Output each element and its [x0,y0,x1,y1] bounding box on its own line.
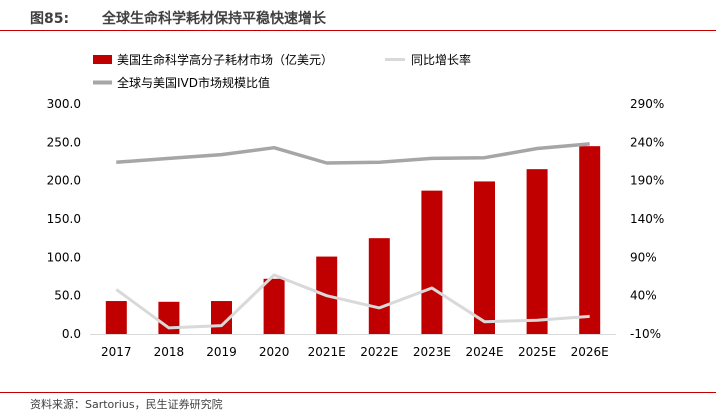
x-axis-tick-label: 2018 [154,345,185,359]
legend-label-yoy: 同比增长率 [411,52,471,67]
right-axis-tick-label: 140% [630,212,664,226]
bar-2024E [474,181,495,334]
right-axis-tick-label: 290% [630,97,664,111]
figure-title: 全球生命科学耗材保持平稳快速增长 [102,11,326,27]
x-axis-tick-label: 2017 [101,345,132,359]
x-axis-tick-label: 2020 [259,345,290,359]
x-axis-tick-label: 2021E [308,345,346,359]
line-yoy-growth [115,273,590,330]
x-axis-tick-label: 2019 [206,345,237,359]
bar-2025E [526,169,548,334]
right-axis-tick-label: 90% [630,250,657,264]
left-axis-tick-label: 300.0 [47,97,81,111]
x-axis-tick-label: 2024E [465,345,503,359]
bar-2023E [421,190,443,334]
x-axis-tick-label: 2025E [518,345,556,359]
figure-footer: 资料来源：Sartorius，民生证券研究院 [0,392,716,416]
bar-2022E [368,238,390,334]
bar-2020 [263,278,285,334]
left-axis-tick-label: 200.0 [47,174,81,188]
right-axis-tick-label: -10% [630,327,661,341]
right-axis-tick-label: 240% [630,135,664,149]
bar-2017 [105,301,127,334]
figure-source: 资料来源：Sartorius，民生证券研究院 [30,398,223,411]
legend-label-share: 全球与美国IVD市场规模比值 [117,75,270,90]
line-ivd-ratio [116,142,590,165]
right-axis-tick-label: 40% [630,289,657,303]
x-axis-tick-label: 2026E [571,345,609,359]
legend-swatch-bar [93,55,112,64]
left-axis-tick-label: 250.0 [47,135,81,149]
left-axis-tick-label: 50.0 [54,289,81,303]
figure-number: 图85: [30,11,70,27]
left-axis-tick-label: 150.0 [47,212,81,226]
right-axis-tick-label: 190% [630,174,664,188]
figure-header: 图85: 全球生命科学耗材保持平稳快速增长 [0,0,716,31]
left-axis-tick-label: 100.0 [47,250,81,264]
x-axis-tick-label: 2023E [413,345,451,359]
x-axis-tick-label: 2022E [360,345,398,359]
left-axis-tick-label: 0.0 [62,327,81,341]
bar-2018 [158,301,180,334]
bar-2026E [579,146,601,334]
legend-label-bar: 美国生命科学高分子耗材市场（亿美元） [117,52,333,67]
